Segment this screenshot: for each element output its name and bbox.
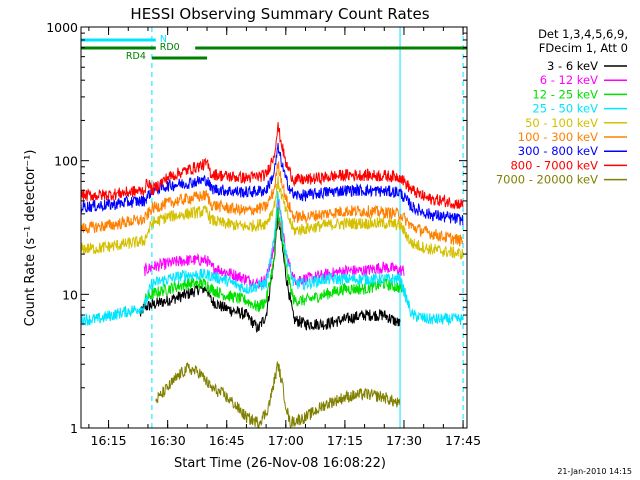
legend-label-3: 12 - 25 keV [532, 87, 598, 101]
legend-header-line-1: Det 1,3,4,5,6,9, [538, 27, 628, 41]
series-line-9 [155, 360, 401, 429]
x-axis-label: Start Time (26-Nov-08 16:08:22) [174, 456, 386, 471]
series-line-4 [80, 190, 464, 326]
legend-label-6: 100 - 300 keV [518, 130, 598, 144]
legend-label-4: 25 - 50 keV [532, 102, 598, 116]
x-tick-label: 16:15 [91, 433, 127, 448]
legend-label-1: 3 - 6 keV [547, 59, 598, 73]
legend-label-8: 800 - 7000 keV [510, 158, 598, 172]
annotation-label-rd0: RD0 [160, 42, 180, 53]
legend-label-9: 7000 - 20000 keV [496, 173, 598, 187]
legend-header-line-2: FDecim 1, Att 0 [539, 41, 628, 55]
x-tick-label: 17:45 [445, 433, 481, 448]
x-tick-label: 17:15 [327, 433, 363, 448]
legend-label-5: 50 - 100 keV [525, 116, 598, 130]
series-line-2 [143, 193, 405, 289]
x-tick-label: 17:30 [386, 433, 422, 448]
x-tick-label: 16:30 [150, 433, 186, 448]
series-line-7 [80, 142, 464, 226]
axes: 1 10 100 1000 16:15 16:30 16:45 17:00 17:15 17:30… [46, 20, 481, 448]
legend: Det 1,3,4,5,6,9, FDecim 1, Att 0 3 - 6 k… [496, 27, 628, 187]
y-tick-label: 1 [70, 421, 78, 436]
series-line-3 [143, 206, 405, 312]
y-tick-label: 10 [62, 287, 78, 302]
x-tick-label: 17:00 [268, 433, 304, 448]
y-axis-label: Count Rate (s⁻¹ detector⁻¹) [23, 150, 38, 327]
x-tick-label: 16:45 [209, 433, 245, 448]
annotation-label-rd4: RD4 [126, 51, 146, 62]
y-tick-label: 100 [54, 154, 78, 169]
series-line-6 [80, 161, 464, 247]
annotation-label-n: N [160, 34, 167, 45]
legend-label-2: 6 - 12 keV [540, 73, 598, 87]
y-tick-label: 1000 [46, 20, 78, 35]
footer-date: 21-Jan-2010 14:15 [557, 467, 632, 476]
legend-label-7: 300 - 800 keV [518, 144, 598, 158]
chart-title: HESSI Observing Summary Count Rates [130, 5, 429, 23]
series-line-5 [80, 176, 464, 260]
series-line-8 [80, 122, 464, 210]
plot-frame [80, 26, 468, 429]
series-line-1 [139, 210, 401, 334]
